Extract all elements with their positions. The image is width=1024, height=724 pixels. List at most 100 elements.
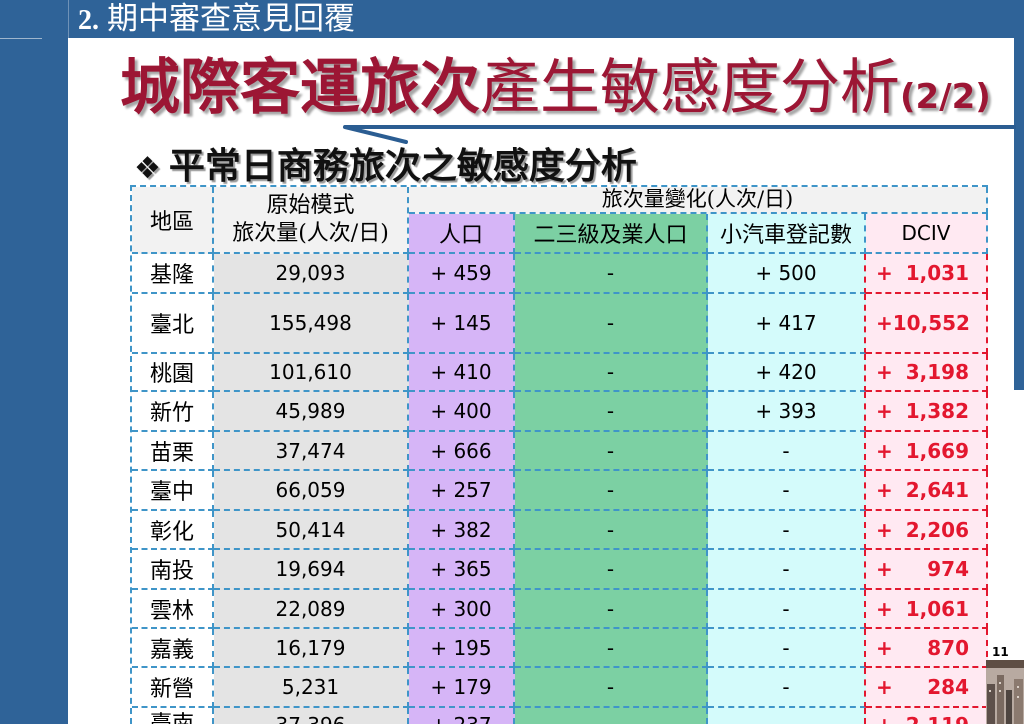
- cell-original-trips: 50,414: [214, 511, 409, 550]
- dciv-sign: +: [876, 596, 893, 621]
- dciv-value: 1,031: [905, 261, 969, 285]
- diamond-bullet-icon: ❖: [134, 151, 161, 186]
- cell-original-trips: 66,059: [214, 471, 409, 511]
- cell-population-change: + 145: [409, 294, 515, 354]
- header-dciv: DCIV: [866, 214, 988, 254]
- dciv-sign: +: [876, 635, 893, 660]
- cell-car-registrations-change: + 393: [708, 392, 866, 432]
- dciv-sign: +: [876, 557, 893, 581]
- cell-industry-population-change: -: [515, 294, 708, 354]
- subtitle: ❖ 平常日商務旅次之敏感度分析: [134, 146, 637, 188]
- cell-population-change: + 365: [409, 550, 515, 590]
- building-shape: [987, 684, 995, 724]
- cell-car-registrations-change: -: [708, 432, 866, 471]
- slide-title-page-fraction: (2/2): [900, 77, 991, 117]
- cell-population-change: + 300: [409, 590, 515, 629]
- title-underline-decoration: [343, 125, 1016, 144]
- header-corner-rule: [0, 38, 42, 39]
- dciv-sign: +: [876, 478, 893, 502]
- cell-dciv: + 3,198: [866, 354, 988, 392]
- cell-original-trips: 16,179: [214, 629, 409, 668]
- cell-car-registrations-change: -: [708, 550, 866, 590]
- header-divider-line: [68, 0, 69, 38]
- cell-original-trips: 19,694: [214, 550, 409, 590]
- cell-original-trips: 37,474: [214, 432, 409, 471]
- page-number: 11: [992, 645, 1009, 659]
- cell-original-trips: 45,989: [214, 392, 409, 432]
- slide-title-regular-part: 產生敏感度分析: [480, 53, 900, 123]
- cell-original-trips: 101,610: [214, 354, 409, 392]
- cell-original-trips: 22,089: [214, 590, 409, 629]
- section-number: 2.: [78, 5, 99, 36]
- cell-dciv: + 1,061: [866, 590, 988, 629]
- cell-dciv: + 974: [866, 550, 988, 590]
- underline-diagonal-stroke: [343, 125, 408, 144]
- dciv-value: 3,198: [905, 360, 969, 384]
- cell-population-change: + 459: [409, 254, 515, 294]
- cell-dciv: + 1,031: [866, 254, 988, 294]
- window-shape: [999, 682, 1001, 684]
- cell-region: 桃園: [132, 354, 214, 392]
- dciv-sign: +: [876, 360, 893, 384]
- section-header-bar: [0, 0, 1024, 38]
- skyline-top-band: [986, 660, 1024, 668]
- dciv-value: 2,206: [905, 517, 969, 542]
- cell-region: 雲林: [132, 590, 214, 629]
- building-shape: [997, 675, 1004, 724]
- cell-population-change: + 195: [409, 629, 515, 668]
- cell-region: 新營: [132, 668, 214, 708]
- dciv-value: 1,061: [905, 596, 969, 621]
- dciv-sign: +: [876, 261, 893, 285]
- header-original-line1: 原始模式: [266, 192, 355, 218]
- cell-industry-population-change: -: [515, 590, 708, 629]
- left-sidebar-bar: [0, 0, 68, 724]
- building-shape: [1006, 690, 1012, 724]
- cell-dciv: + 284: [866, 668, 988, 708]
- cell-population-change: + 400: [409, 392, 515, 432]
- window-shape: [989, 690, 991, 692]
- cell-original-trips: 29,093: [214, 254, 409, 294]
- city-skyline-image: [986, 660, 1024, 724]
- cell-population-change: + 257: [409, 471, 515, 511]
- dciv-value: 974: [927, 557, 969, 581]
- dciv-sign: +: [876, 311, 893, 335]
- header-region: 地區: [132, 187, 214, 254]
- cell-car-registrations-change: -: [708, 471, 866, 511]
- header-original-line2: 旅次量(人次/日): [232, 220, 389, 246]
- cell-industry-population-change: -: [515, 629, 708, 668]
- dciv-value: 284: [927, 675, 969, 699]
- cell-industry-population-change: -: [515, 511, 708, 550]
- cell-car-registrations-change: + 500: [708, 254, 866, 294]
- cell-region: 嘉義: [132, 629, 214, 668]
- cell-industry-population-change: [515, 708, 708, 724]
- sensitivity-table: 地區 原始模式 旅次量(人次/日) 旅次量變化(人次/日) 人口 二三級及業人口…: [130, 185, 988, 724]
- cell-dciv: + 2,641: [866, 471, 988, 511]
- cell-car-registrations-change: [708, 708, 866, 724]
- header-trip-change-group: 旅次量變化(人次/日): [409, 187, 988, 214]
- header-population: 人口: [409, 214, 515, 254]
- dciv-value: 2,119: [906, 708, 969, 724]
- section-heading: 2. 期中審查意見回覆: [78, 0, 355, 38]
- cell-industry-population-change: -: [515, 550, 708, 590]
- dciv-sign: +: [876, 399, 893, 423]
- cell-original-trips: 5,231: [214, 668, 409, 708]
- dciv-value: 1,669: [905, 438, 969, 463]
- dciv-value: 10,552: [892, 311, 970, 335]
- cell-industry-population-change: -: [515, 254, 708, 294]
- right-accent-bar: [1014, 38, 1024, 390]
- dciv-value: 2,641: [905, 478, 969, 502]
- header-industry-population: 二三級及業人口: [515, 214, 708, 254]
- dciv-sign: +: [876, 708, 893, 724]
- cell-region: 苗栗: [132, 432, 214, 471]
- cell-population-change: + 666: [409, 432, 515, 471]
- cell-dciv: + 10,552: [866, 294, 988, 354]
- cell-population-change: + 179: [409, 668, 515, 708]
- cell-car-registrations-change: -: [708, 590, 866, 629]
- cell-original-trips: 37,396: [214, 708, 409, 724]
- cell-dciv: + 2,206: [866, 511, 988, 550]
- section-title: 期中審查意見回覆: [107, 1, 355, 37]
- cell-industry-population-change: -: [515, 354, 708, 392]
- window-shape: [1017, 696, 1019, 698]
- cell-region: 基隆: [132, 254, 214, 294]
- cell-dciv: + 1,382: [866, 392, 988, 432]
